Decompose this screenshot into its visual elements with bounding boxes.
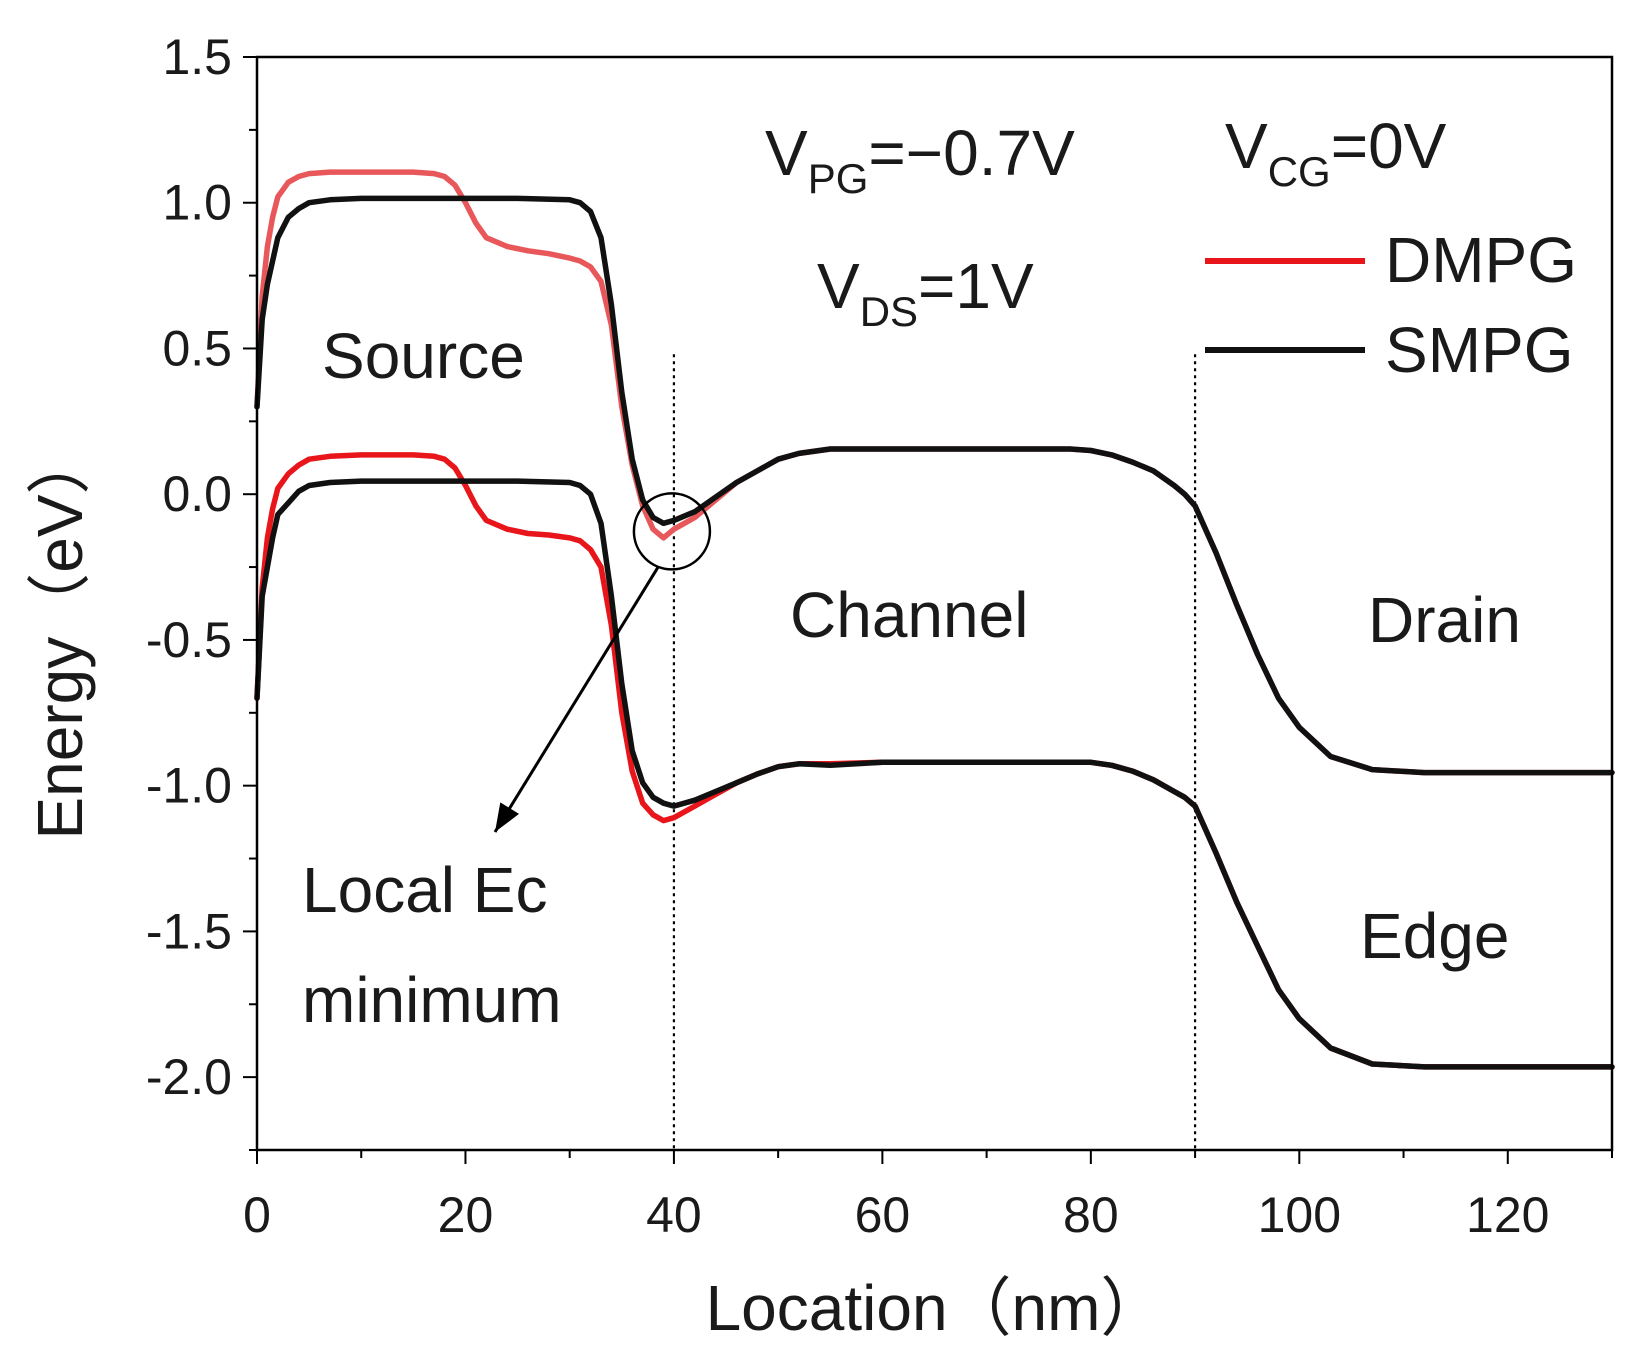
x-axis-title: Location（nm）: [706, 1272, 1165, 1344]
vpg-main: V: [765, 117, 808, 189]
x-tick-label: 0: [243, 1187, 271, 1243]
y-tick-label: 0.0: [162, 466, 232, 522]
x-tick-label: 40: [646, 1187, 702, 1243]
annotation-line2: minimum: [302, 964, 562, 1036]
x-tick-label: 100: [1258, 1187, 1341, 1243]
y-tick-label: 1.0: [162, 175, 232, 231]
vpg-rest: =−0.7V: [868, 117, 1075, 189]
vpg-condition: VPG=−0.7V: [765, 117, 1075, 202]
vcg-main: V: [1225, 110, 1268, 182]
y-axis-title: Energy（eV）: [24, 430, 96, 839]
legend-label-dmpg: DMPG: [1385, 224, 1577, 296]
vds-condition: VDS=1V: [817, 250, 1034, 335]
local-minimum-arrowhead: [495, 802, 519, 832]
axis-ticks: [243, 56, 1613, 1164]
tick-labels: 0 20 40 60 80 100 120 1.5 1.0 0.5 0.0 -0.5 -1.0 -1.5 -…: [146, 29, 1550, 1243]
region-label-drain: Drain: [1368, 584, 1521, 656]
plot-frame: [255, 55, 1614, 1152]
y-tick-label: -0.5: [146, 612, 232, 668]
y-tick-label: 1.5: [162, 29, 232, 85]
data-series: [254, 169, 1615, 1070]
x-tick-label: 80: [1063, 1187, 1119, 1243]
y-tick-label: -1.5: [146, 903, 232, 959]
x-tick-label: 20: [438, 1187, 494, 1243]
local-minimum-annotation: Local Ec minimum: [302, 492, 712, 1036]
region-label-channel: Channel: [790, 579, 1028, 651]
series-smpg-ec: [254, 195, 1615, 776]
y-tick-label: -2.0: [146, 1049, 232, 1105]
local-minimum-arrow: [493, 566, 660, 833]
vpg-sub: PG: [808, 155, 869, 202]
legend: DMPG SMPG: [1205, 224, 1577, 386]
y-tick-label: 0.5: [162, 320, 232, 376]
vcg-sub: CG: [1268, 148, 1331, 195]
region-label-edge: Edge: [1360, 900, 1509, 972]
local-minimum-circle: [632, 492, 712, 571]
series-smpg-ev: [254, 478, 1615, 1070]
x-tick-label: 120: [1466, 1187, 1549, 1243]
vcg-rest: =0V: [1331, 110, 1447, 182]
x-tick-label: 60: [855, 1187, 911, 1243]
vds-sub: DS: [860, 288, 918, 335]
annotation-line1: Local Ec: [302, 854, 547, 926]
vcg-condition: VCG=0V: [1225, 110, 1447, 195]
legend-label-smpg: SMPG: [1385, 314, 1573, 386]
vds-rest: =1V: [918, 250, 1034, 322]
region-label-source: Source: [322, 320, 525, 392]
y-tick-label: -1.0: [146, 758, 232, 814]
vds-main: V: [817, 250, 860, 322]
